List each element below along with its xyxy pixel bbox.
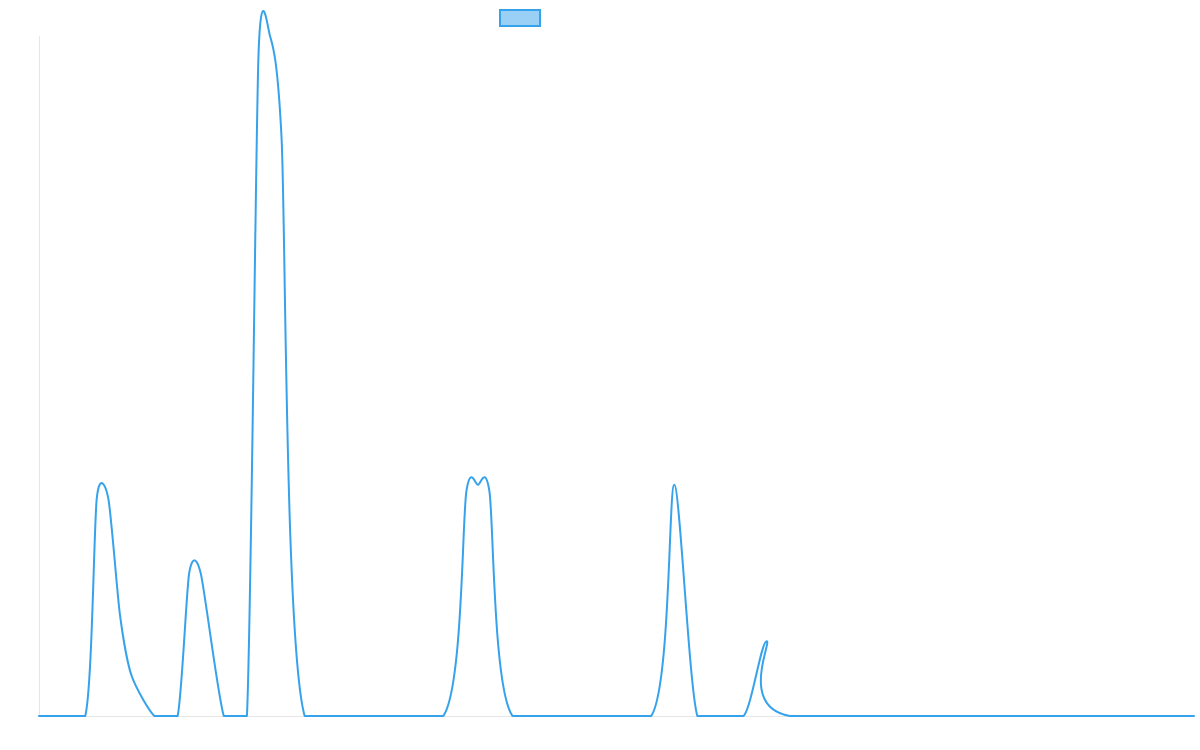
series-line	[38, 10, 1195, 718]
legend[interactable]	[499, 9, 541, 27]
plot-area	[38, 10, 1195, 718]
legend-swatch[interactable]	[499, 9, 541, 27]
